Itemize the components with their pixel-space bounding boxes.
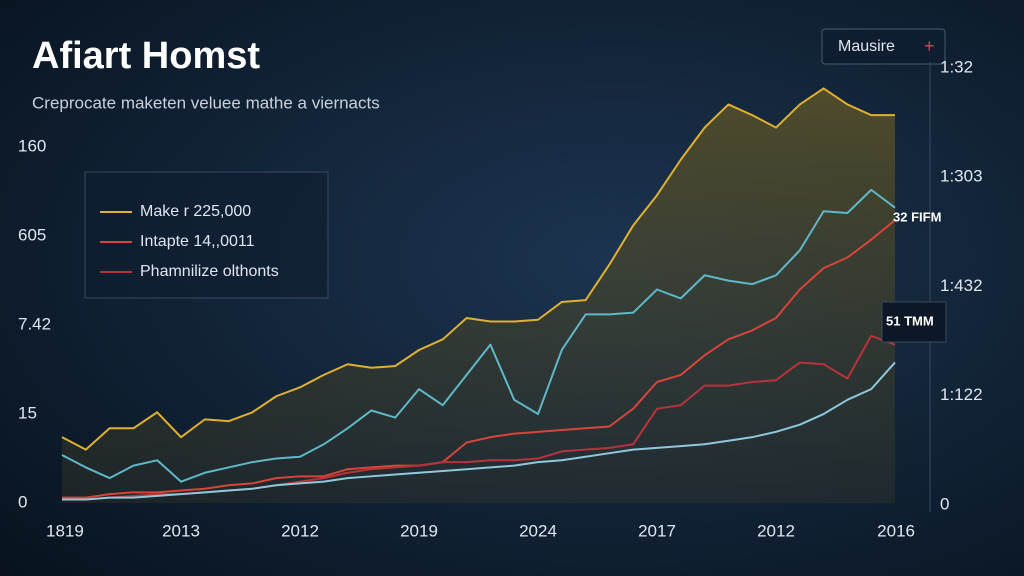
legend-label: Make r 225,000	[140, 203, 251, 220]
annotation: 32 FIFM	[893, 209, 941, 224]
y2-tick-label: 1:122	[940, 385, 983, 404]
x-tick-label: 1819	[46, 521, 84, 540]
y-tick-label: 0	[18, 492, 27, 511]
button-icon[interactable]: +	[924, 36, 935, 56]
y-tick-label: 605	[18, 226, 46, 245]
button-label[interactable]: Mausire	[838, 38, 895, 55]
y2-tick-label: 1:32	[940, 57, 973, 76]
legend-label: Phamnilize olthonts	[140, 263, 279, 280]
button[interactable]: Mausire +	[821, 28, 946, 65]
x-tick-label: 2012	[281, 521, 319, 540]
chart-title: Afiart Homst	[32, 35, 260, 77]
line	[62, 219, 896, 499]
plot: 0 15 7.42 605 160 0 1:122 1:432 1:303 1:32 1819 201…	[18, 57, 983, 540]
annotation-box	[881, 301, 947, 343]
line	[62, 361, 896, 501]
y2-tick-label: 0	[940, 494, 949, 513]
y2-tick-label: 1:303	[940, 167, 983, 186]
x-tick-label: 2019	[400, 521, 438, 540]
legend-box	[84, 171, 329, 299]
y-tick-label: 15	[18, 404, 37, 423]
y2-tick-label: 1:432	[940, 276, 983, 295]
x-tick-label: 2024	[519, 521, 557, 540]
line	[61, 188, 896, 483]
legend-label: Intapte 14,,0011	[140, 233, 255, 250]
x-tick-label: 2017	[638, 521, 676, 540]
line	[61, 87, 895, 451]
x-tick-label: 2012	[757, 521, 795, 540]
y-tick-label: 7.42	[18, 315, 51, 334]
x-tick-label: 2016	[877, 521, 915, 540]
button-box[interactable]	[821, 28, 946, 65]
chart-subtitle: Creprocate maketen veluee mathe a vierna…	[32, 93, 380, 112]
y-tick-label: 160	[18, 137, 46, 156]
x-tick-label: 2013	[162, 521, 200, 540]
annotation: 51 TMM	[886, 313, 934, 328]
